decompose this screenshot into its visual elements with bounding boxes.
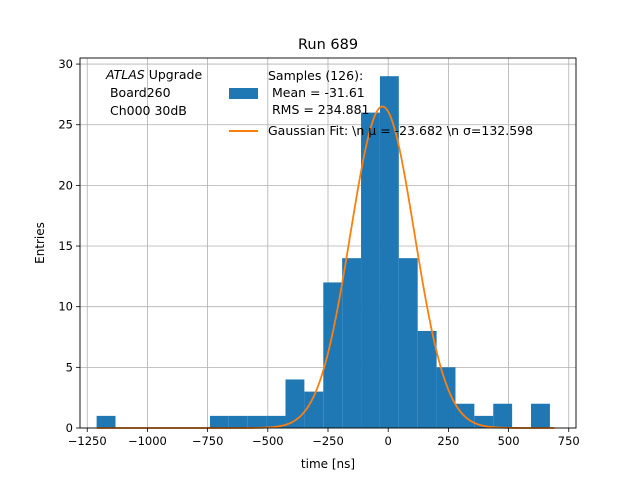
histogram-bar bbox=[342, 258, 362, 428]
y-tick-label: 20 bbox=[58, 178, 73, 192]
legend: Samples (126): Mean = -31.61 RMS = 234.8… bbox=[229, 68, 533, 138]
y-tick-label: 5 bbox=[66, 360, 73, 374]
annotation-atlas: ATLAS bbox=[105, 67, 145, 82]
x-tick-label: −250 bbox=[312, 434, 344, 448]
annotation-channel: Ch000 30dB bbox=[106, 103, 187, 118]
histogram-bar bbox=[209, 415, 229, 428]
histogram-bar bbox=[247, 415, 267, 428]
legend-samples-line-3: RMS = 234.881 bbox=[268, 102, 370, 117]
legend-samples-patch bbox=[229, 88, 258, 99]
histogram-bar bbox=[436, 367, 456, 428]
legend-samples-line-1: Samples (126): bbox=[268, 68, 363, 83]
histogram-bar bbox=[379, 76, 399, 429]
svg-text:ATLAS Upgrade: ATLAS Upgrade bbox=[105, 67, 202, 82]
x-tick-label: 250 bbox=[437, 434, 459, 448]
histogram-bar bbox=[266, 415, 286, 428]
y-tick-label: 25 bbox=[58, 118, 73, 132]
y-axis-label: Entries bbox=[33, 222, 47, 264]
y-tick-label: 10 bbox=[58, 300, 73, 314]
chart-title: Run 689 bbox=[298, 37, 358, 53]
x-tick-label: 750 bbox=[558, 434, 580, 448]
y-tick-label: 15 bbox=[58, 239, 73, 253]
x-axis-ticks: −1250 −1000 −750 −500 −250 0 250 500 750 bbox=[68, 428, 580, 448]
x-tick-label: −500 bbox=[252, 434, 284, 448]
y-tick-label: 0 bbox=[66, 421, 73, 435]
histogram-bar bbox=[304, 391, 324, 428]
x-tick-label: −1000 bbox=[128, 434, 167, 448]
legend-samples-line-2: Mean = -31.61 bbox=[268, 85, 365, 100]
legend-gaussian-label: Gaussian Fit: \n μ = -23.682 \n σ=132.59… bbox=[268, 123, 533, 138]
histogram-bar bbox=[493, 403, 513, 428]
x-tick-label: −750 bbox=[192, 434, 224, 448]
y-tick-label: 30 bbox=[58, 57, 73, 71]
annotation-upgrade: Upgrade bbox=[145, 67, 203, 82]
histogram-bar bbox=[531, 403, 550, 428]
histogram-bar bbox=[361, 112, 380, 429]
chart-annotation: ATLAS Upgrade Board260 Ch000 30dB bbox=[105, 67, 202, 118]
histogram-bar bbox=[323, 282, 343, 428]
x-tick-label: 500 bbox=[498, 434, 520, 448]
histogram-bar bbox=[417, 330, 437, 428]
histogram-bars bbox=[96, 76, 550, 429]
histogram-bar bbox=[398, 258, 418, 428]
histogram-bar bbox=[228, 415, 248, 428]
x-axis-label: time [ns] bbox=[301, 457, 355, 471]
y-axis-ticks: 0 5 10 15 20 25 30 bbox=[58, 57, 80, 435]
x-tick-label: 0 bbox=[385, 434, 392, 448]
histogram-bar bbox=[96, 415, 116, 428]
annotation-board: Board260 bbox=[106, 85, 171, 100]
x-tick-label: −1250 bbox=[68, 434, 107, 448]
